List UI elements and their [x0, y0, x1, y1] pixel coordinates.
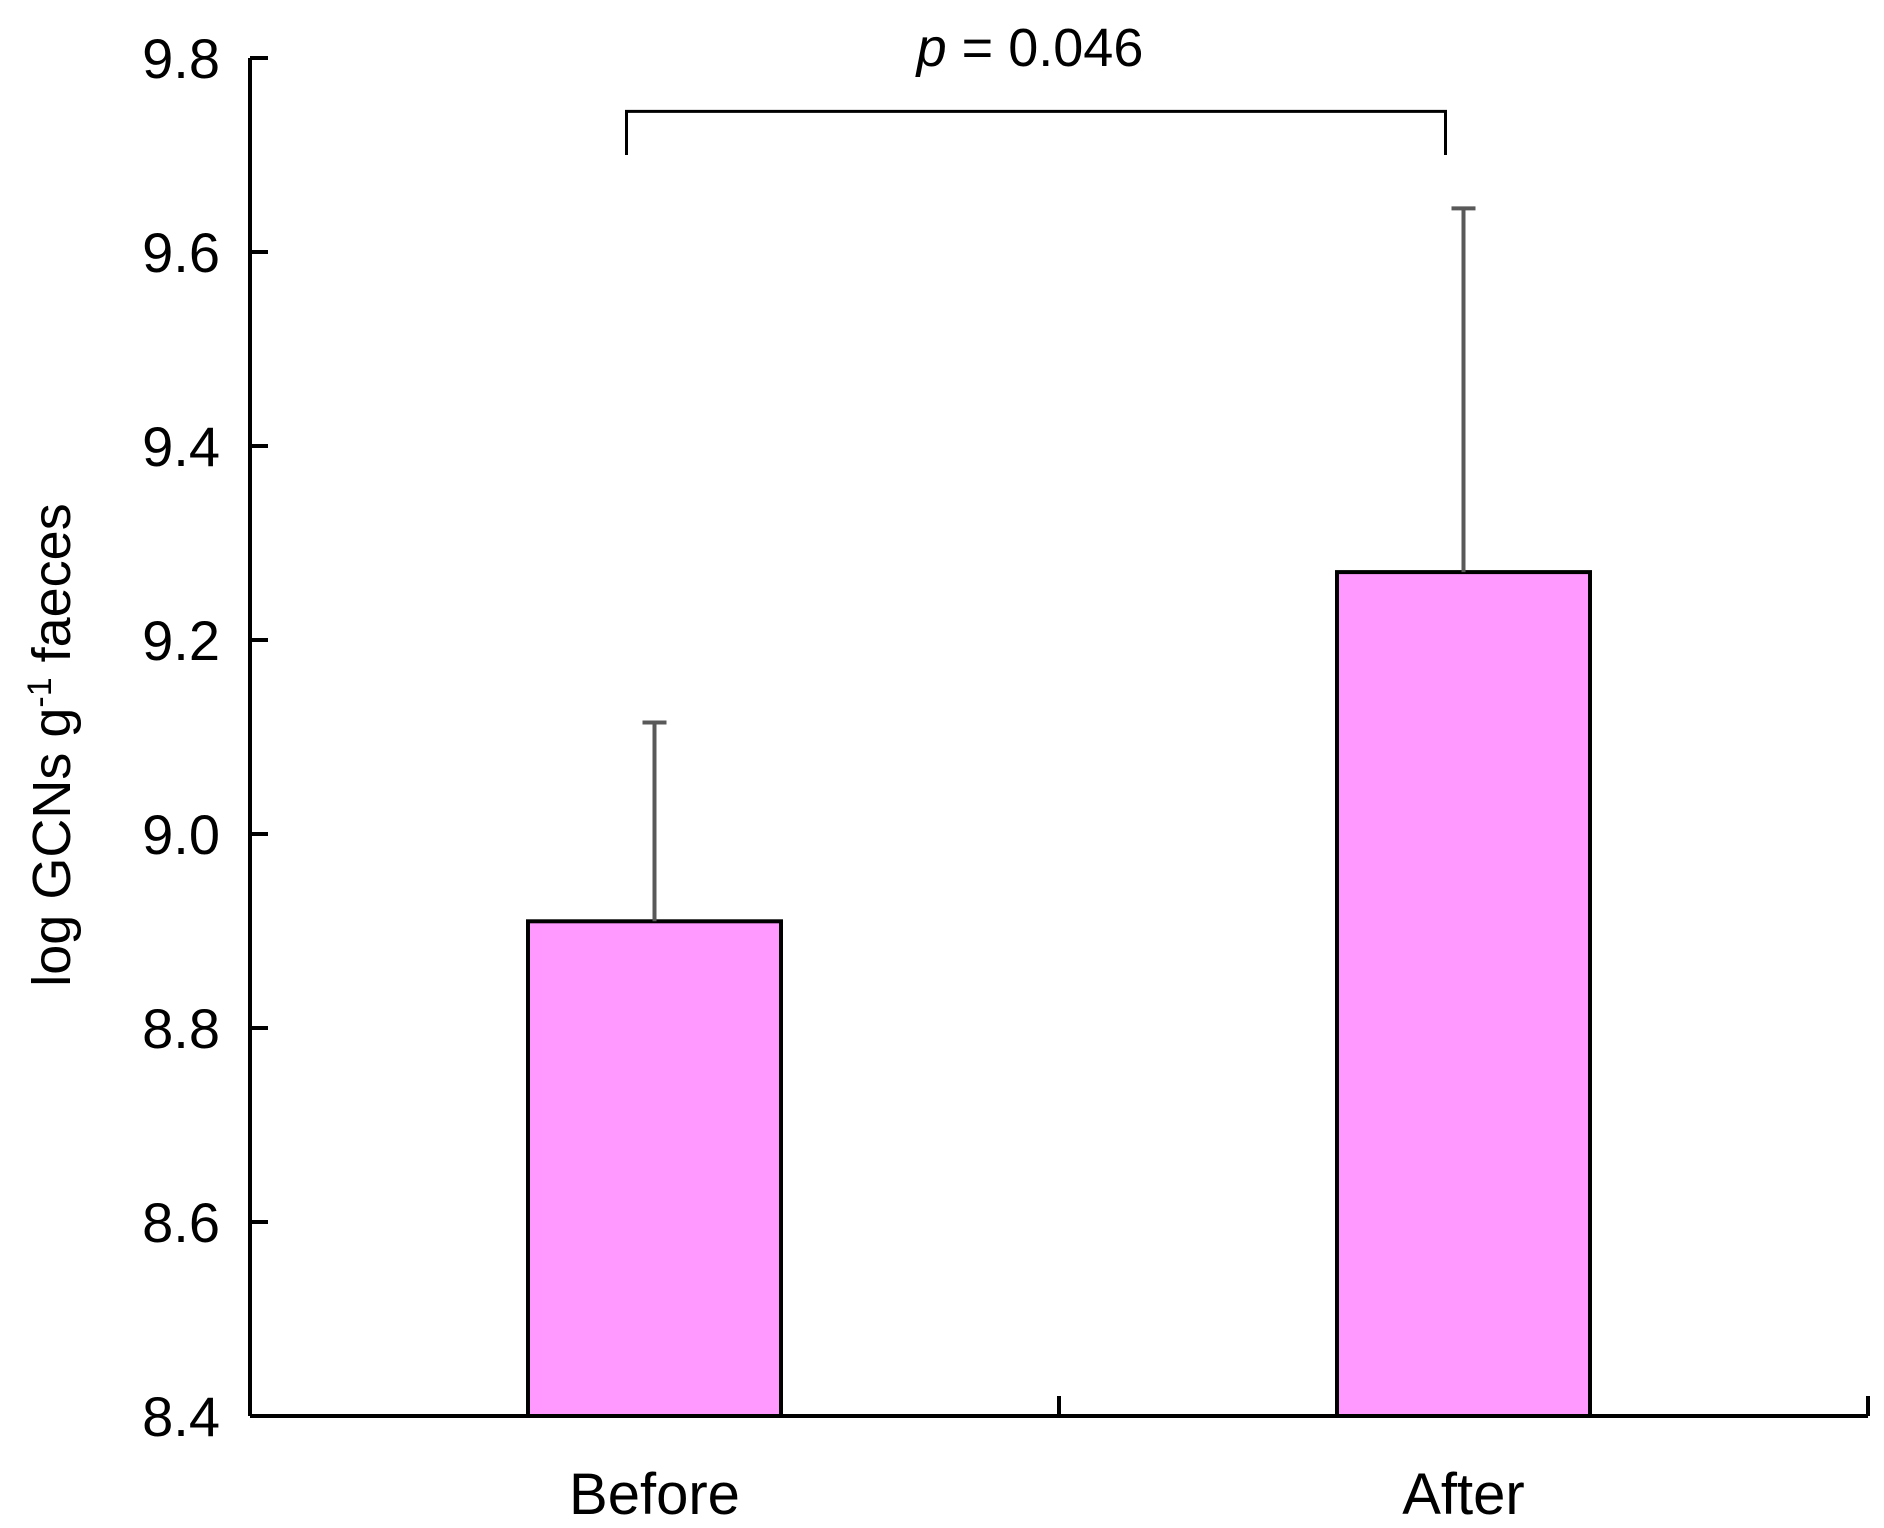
- bar-after: [1335, 570, 1592, 1418]
- p-value: 0.046: [1008, 18, 1143, 78]
- y-tick-label: 9.8: [142, 27, 220, 90]
- y-axis-label: log GCNs g-1 faeces: [21, 503, 82, 986]
- y-axis-ticks: 8.4 8.6 8.8 9.0 9.2 9.4 9.6 9.8: [142, 27, 268, 1448]
- p-symbol: p: [915, 18, 947, 78]
- category-labels: Before After: [569, 1462, 1525, 1527]
- p-equals: =: [947, 18, 1009, 78]
- y-tick-label: 9.6: [142, 221, 220, 284]
- axes: [248, 58, 1870, 1418]
- y-tick-label: 8.4: [142, 1385, 220, 1448]
- y-tick-label: 9.2: [142, 609, 220, 672]
- error-bars: [642, 206, 1476, 922]
- bracket-line: [625, 109, 1447, 155]
- y-tick-label: 8.8: [142, 997, 220, 1060]
- bar-before: [526, 919, 783, 1418]
- p-value-annotation: p = 0.046: [915, 18, 1144, 78]
- bars: [526, 570, 1592, 1418]
- y-axis-label-suffix: faeces: [22, 503, 82, 677]
- category-label-after: After: [1402, 1462, 1525, 1527]
- y-tick-label: 8.6: [142, 1191, 220, 1254]
- y-tick-label: 9.4: [142, 415, 220, 478]
- category-label-before: Before: [569, 1462, 740, 1527]
- significance-bracket: [625, 109, 1447, 155]
- y-axis-label-superscript: -1: [21, 677, 59, 707]
- y-axis-label-prefix: log GCNs g: [22, 708, 82, 987]
- y-tick-label: 9.0: [142, 803, 220, 866]
